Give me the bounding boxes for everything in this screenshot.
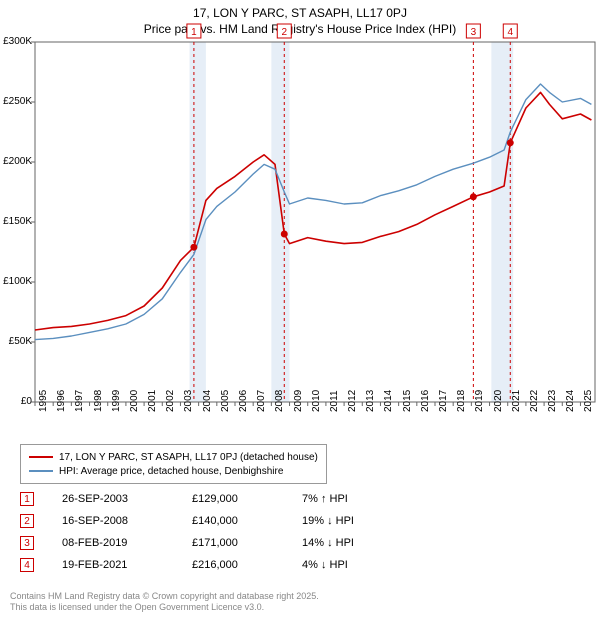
x-axis-label: 2019 xyxy=(474,390,485,412)
transaction-date: 08-FEB-2019 xyxy=(62,537,192,549)
x-axis-label: 2025 xyxy=(583,390,594,412)
x-axis-label: 2012 xyxy=(347,390,358,412)
legend-label: HPI: Average price, detached house, Denb… xyxy=(59,466,283,477)
x-axis-label: 2013 xyxy=(365,390,376,412)
x-axis-label: 2006 xyxy=(238,390,249,412)
transaction-hpi-delta: 4% ↓ HPI xyxy=(302,559,402,571)
x-axis-label: 2017 xyxy=(438,390,449,412)
x-axis-label: 1998 xyxy=(93,390,104,412)
x-axis-label: 1999 xyxy=(111,390,122,412)
transaction-row: 2 16-SEP-2008£140,00019% ↓ HPI xyxy=(20,510,402,532)
x-axis-label: 2023 xyxy=(547,390,558,412)
transaction-row: 3 08-FEB-2019£171,00014% ↓ HPI xyxy=(20,532,402,554)
transaction-badge: 2 xyxy=(20,514,34,528)
x-axis-label: 1996 xyxy=(56,390,67,412)
x-axis-label: 2015 xyxy=(402,390,413,412)
x-axis-label: 1997 xyxy=(74,390,85,412)
transaction-hpi-delta: 19% ↓ HPI xyxy=(302,515,402,527)
x-axis-label: 2020 xyxy=(493,390,504,412)
x-axis-label: 2003 xyxy=(183,390,194,412)
legend-item: 17, LON Y PARC, ST ASAPH, LL17 0PJ (deta… xyxy=(29,450,318,464)
x-axis-label: 2014 xyxy=(383,390,394,412)
svg-text:2: 2 xyxy=(281,27,287,38)
x-axis-label: 2018 xyxy=(456,390,467,412)
transaction-price: £216,000 xyxy=(192,559,302,571)
transaction-date: 19-FEB-2021 xyxy=(62,559,192,571)
transaction-price: £129,000 xyxy=(192,493,302,505)
legend-swatch xyxy=(29,470,53,472)
transaction-row: 1 26-SEP-2003£129,0007% ↑ HPI xyxy=(20,488,402,510)
svg-text:4: 4 xyxy=(507,27,513,38)
legend: 17, LON Y PARC, ST ASAPH, LL17 0PJ (deta… xyxy=(20,444,327,484)
y-axis-label: £300K xyxy=(0,36,32,47)
x-axis-label: 2005 xyxy=(220,390,231,412)
transaction-badge: 1 xyxy=(20,492,34,506)
svg-text:3: 3 xyxy=(471,27,477,38)
x-axis-label: 1995 xyxy=(38,390,49,412)
y-axis-label: £0 xyxy=(0,396,32,407)
x-axis-label: 2000 xyxy=(129,390,140,412)
transaction-table: 1 26-SEP-2003£129,0007% ↑ HPI 2 16-SEP-2008… xyxy=(20,488,402,576)
transaction-hpi-delta: 14% ↓ HPI xyxy=(302,537,402,549)
chart-area: 1234 £0£50K£100K£150K£200K£250K£300K 199… xyxy=(35,42,595,402)
legend-label: 17, LON Y PARC, ST ASAPH, LL17 0PJ (deta… xyxy=(59,452,318,463)
x-axis-label: 2004 xyxy=(202,390,213,412)
footer-attribution: Contains HM Land Registry data © Crown c… xyxy=(10,591,319,614)
footer-line-2: This data is licensed under the Open Gov… xyxy=(10,602,319,614)
transaction-row: 4 19-FEB-2021£216,0004% ↓ HPI xyxy=(20,554,402,576)
y-axis-label: £200K xyxy=(0,156,32,167)
y-axis-label: £250K xyxy=(0,96,32,107)
x-axis-label: 2007 xyxy=(256,390,267,412)
footer-line-1: Contains HM Land Registry data © Crown c… xyxy=(10,591,319,603)
y-axis-label: £100K xyxy=(0,276,32,287)
x-axis-label: 2002 xyxy=(165,390,176,412)
y-axis-label: £50K xyxy=(0,336,32,347)
x-axis-label: 2010 xyxy=(311,390,322,412)
legend-swatch xyxy=(29,456,53,458)
x-axis-label: 2024 xyxy=(565,390,576,412)
transaction-price: £140,000 xyxy=(192,515,302,527)
transaction-hpi-delta: 7% ↑ HPI xyxy=(302,493,402,505)
x-axis-label: 2011 xyxy=(329,390,340,412)
transaction-date: 26-SEP-2003 xyxy=(62,493,192,505)
transaction-badge: 3 xyxy=(20,536,34,550)
line-chart-svg: 1 2 3 4 xyxy=(30,20,600,410)
svg-text:1: 1 xyxy=(191,27,197,38)
x-axis-label: 2001 xyxy=(147,390,158,412)
legend-item: HPI: Average price, detached house, Denb… xyxy=(29,464,318,478)
x-axis-label: 2008 xyxy=(274,390,285,412)
transaction-date: 16-SEP-2008 xyxy=(62,515,192,527)
chart-title: 17, LON Y PARC, ST ASAPH, LL17 0PJ xyxy=(0,0,600,20)
y-axis-label: £150K xyxy=(0,216,32,227)
transaction-price: £171,000 xyxy=(192,537,302,549)
transaction-badge: 4 xyxy=(20,558,34,572)
x-axis-label: 2021 xyxy=(511,390,522,412)
x-axis-label: 2022 xyxy=(529,390,540,412)
x-axis-label: 2016 xyxy=(420,390,431,412)
x-axis-label: 2009 xyxy=(293,390,304,412)
